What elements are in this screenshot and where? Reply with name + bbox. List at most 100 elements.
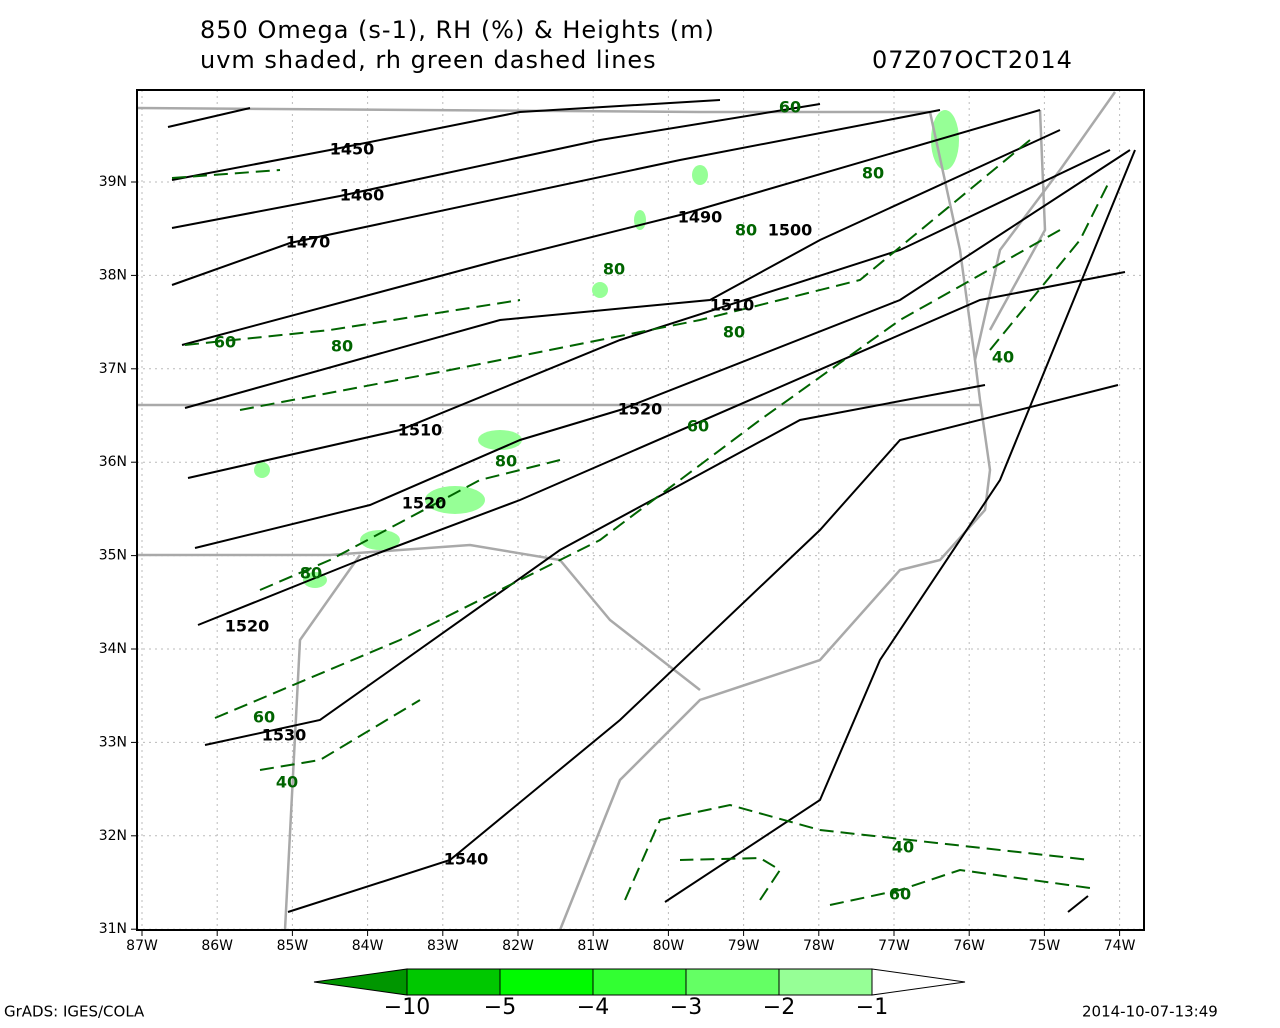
lon-label: 74W: [1104, 938, 1136, 954]
lon-label: 87W: [126, 938, 158, 954]
height-contour: [187, 149, 1111, 479]
rh-contour: [239, 139, 1031, 411]
uvm-area: [478, 430, 522, 450]
valid-time: 07Z07OCT2014: [872, 46, 1073, 74]
rh-contour: [214, 229, 1061, 719]
lon-label: 80W: [653, 938, 685, 954]
geo-border: [988, 109, 1047, 331]
height-contour: [167, 107, 251, 128]
title: 850 Omega (s-1), RH (%) & Heights (m): [200, 16, 715, 44]
height-contour: [664, 149, 1136, 903]
height-label: 1520: [402, 494, 447, 513]
lon-label: 82W: [502, 938, 534, 954]
colorbar-swatch: [778, 968, 873, 996]
height-label: 1500: [768, 221, 813, 240]
rh-label: 80: [495, 452, 517, 471]
height-label: 1460: [340, 186, 385, 205]
lon-label: 75W: [1029, 938, 1061, 954]
lon-label: 78W: [803, 938, 835, 954]
height-contour: [194, 149, 1131, 549]
lat-label: 35N: [99, 548, 127, 564]
geo-border: [558, 91, 1117, 931]
lat-label: 32N: [99, 828, 127, 844]
rh-label: 60: [253, 708, 275, 727]
height-label: 1520: [225, 617, 270, 636]
colorbar-swatch: [406, 968, 501, 996]
lat-label: 36N: [99, 454, 127, 470]
height-contour: [171, 103, 821, 229]
colorbar-swatch: [871, 968, 966, 996]
lat-label: 38N: [99, 267, 127, 283]
rh-contour: [184, 299, 521, 346]
colorbar-label: −4: [577, 995, 609, 1020]
lon-label: 86W: [201, 938, 233, 954]
lat-label: 39N: [99, 174, 127, 190]
geo-border: [136, 106, 930, 114]
height-label: 1510: [398, 421, 443, 440]
rh-label: 40: [992, 348, 1014, 367]
colorbar-swatch: [499, 968, 594, 996]
uvm-area: [592, 282, 608, 298]
rh-label: 60: [889, 885, 911, 904]
colorbar-label: −5: [484, 995, 516, 1020]
height-contour: [171, 109, 941, 286]
rh-label: 80: [862, 164, 884, 183]
lat-label: 31N: [99, 921, 127, 937]
lon-label: 77W: [878, 938, 910, 954]
rh-label: 80: [603, 260, 625, 279]
rh-label: 60: [214, 333, 236, 352]
geo-border: [928, 111, 977, 361]
footer-left: GrADS: IGES/COLA: [4, 1003, 145, 1021]
height-label: 1520: [618, 400, 663, 419]
lon-label: 83W: [427, 938, 459, 954]
height-contour: [171, 99, 721, 181]
lat-label: 34N: [99, 641, 127, 657]
geo-border: [283, 554, 362, 931]
height-label: 1490: [678, 208, 723, 227]
rh-label: 40: [276, 773, 298, 792]
height-label: 1450: [330, 140, 375, 159]
lon-label: 79W: [728, 938, 760, 954]
height-contour: [204, 384, 986, 746]
rh-contour: [829, 868, 1091, 906]
lon-label: 85W: [277, 938, 309, 954]
rh-contour: [624, 803, 1091, 901]
height-contour: [287, 384, 1119, 913]
lon-label: 84W: [352, 938, 384, 954]
height-contour: [181, 109, 1041, 346]
lon-label: 81W: [577, 938, 609, 954]
rh-contour: [679, 856, 782, 901]
rh-label: 80: [735, 221, 757, 240]
rh-label: 80: [300, 564, 322, 583]
height-contour: [1067, 895, 1089, 913]
subtitle: uvm shaded, rh green dashed lines: [200, 46, 657, 74]
map-frame: [136, 89, 1145, 931]
colorbar-label: −3: [670, 995, 702, 1020]
uvm-area: [425, 486, 485, 514]
rh-contour: [989, 179, 1111, 351]
colorbar-label: −1: [856, 995, 888, 1020]
uvm-area: [931, 110, 959, 170]
colorbar-swatch: [592, 968, 687, 996]
rh-label: 60: [687, 417, 709, 436]
uvm-area: [692, 165, 708, 185]
height-label: 1530: [262, 726, 307, 745]
uvm-area: [360, 530, 400, 550]
geo-border: [137, 543, 701, 691]
rh-contour: [259, 699, 421, 771]
lat-label: 37N: [99, 361, 127, 377]
height-contour: [197, 271, 1126, 626]
lat-label: 33N: [99, 734, 127, 750]
map: 1450 1460 1470 1490 1500 1510 1510 1520 1520 1520…: [136, 90, 1144, 931]
height-label: 1510: [710, 296, 755, 315]
colorbar-swatch: [685, 968, 780, 996]
rh-label: 40: [892, 838, 914, 857]
rh-label: 80: [723, 323, 745, 342]
colorbar-label: −10: [384, 995, 430, 1020]
lon-label: 76W: [953, 938, 985, 954]
uvm-area: [254, 462, 270, 478]
footer-right: 2014-10-07-13:49: [1082, 1003, 1218, 1021]
rh-label: 60: [779, 98, 801, 117]
